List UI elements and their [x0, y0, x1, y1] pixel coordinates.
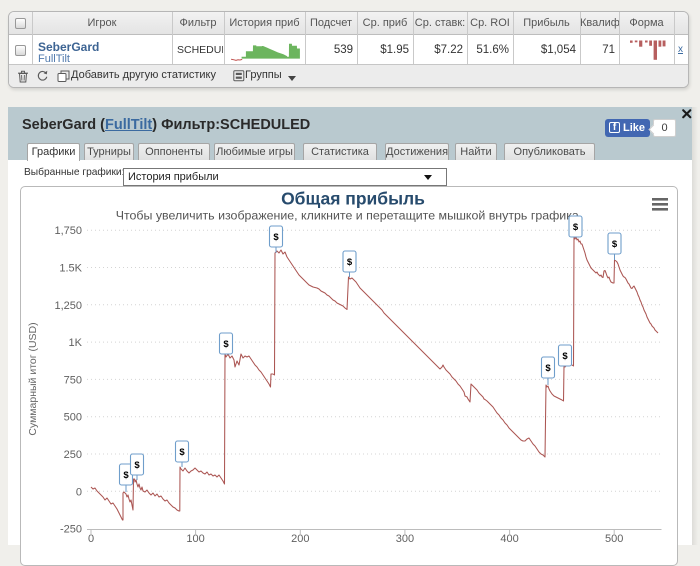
svg-text:1K: 1K [69, 337, 83, 349]
svg-text:100: 100 [186, 533, 204, 545]
svg-text:$: $ [123, 470, 129, 481]
svg-text:$: $ [545, 363, 551, 374]
svg-text:$: $ [347, 257, 353, 268]
svg-text:250: 250 [64, 449, 82, 461]
svg-text:1,750: 1,750 [54, 225, 82, 237]
svg-text:400: 400 [500, 533, 518, 545]
svg-text:1.5K: 1.5K [59, 263, 82, 275]
svg-text:$: $ [179, 447, 185, 458]
svg-text:$: $ [612, 239, 618, 250]
svg-text:$: $ [273, 232, 279, 243]
svg-text:750: 750 [64, 374, 82, 386]
svg-text:200: 200 [291, 533, 309, 545]
svg-text:500: 500 [605, 533, 623, 545]
svg-text:1,250: 1,250 [54, 300, 82, 312]
svg-text:500: 500 [64, 412, 82, 424]
svg-text:$: $ [223, 339, 229, 350]
svg-text:$: $ [573, 222, 579, 233]
svg-text:$: $ [562, 351, 568, 362]
svg-text:0: 0 [76, 486, 82, 498]
svg-text:300: 300 [396, 533, 414, 545]
svg-text:0: 0 [88, 533, 94, 545]
svg-text:$: $ [134, 460, 140, 471]
svg-text:-250: -250 [60, 524, 82, 536]
svg-text:Чтобы увеличить изображение, к: Чтобы увеличить изображение, кликните и … [116, 209, 583, 223]
svg-text:Суммарный итог (USD): Суммарный итог (USD) [27, 322, 39, 435]
svg-text:Общая прибыль: Общая прибыль [281, 189, 425, 209]
